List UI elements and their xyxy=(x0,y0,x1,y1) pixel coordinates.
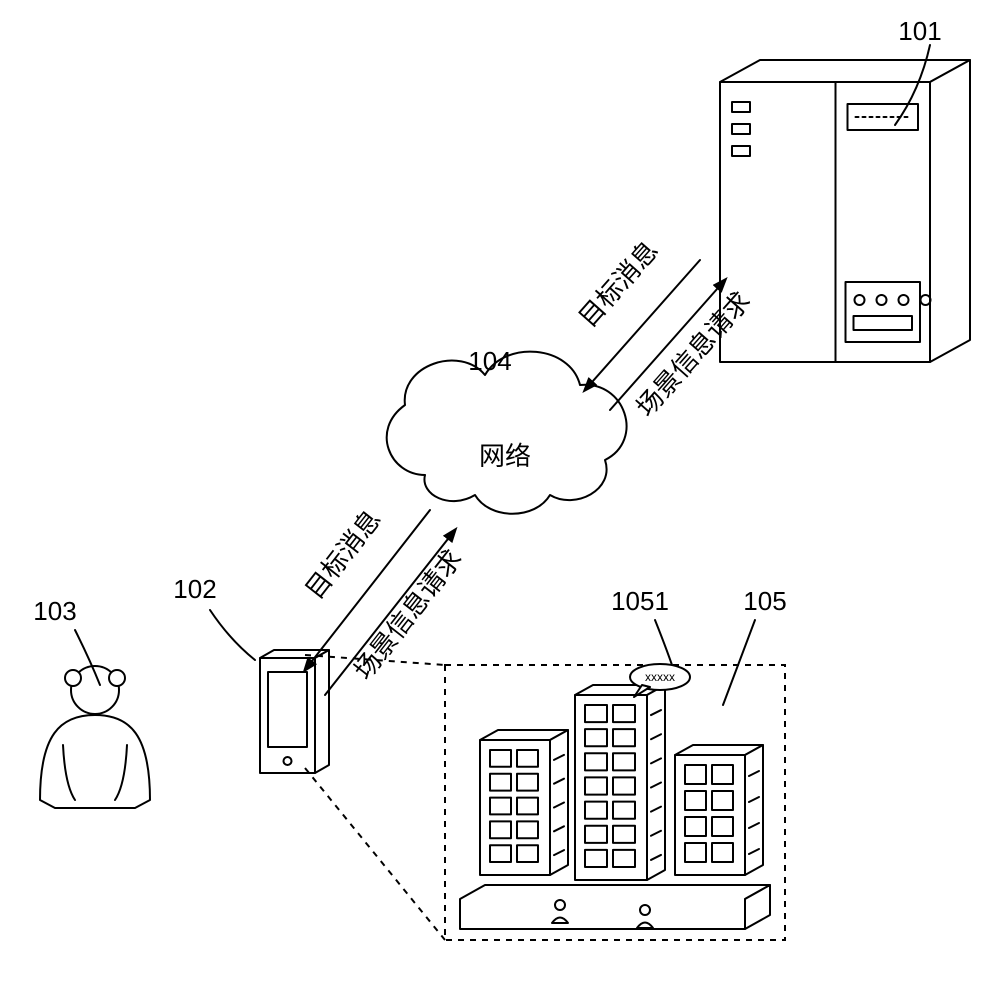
ref-cloud: 104 xyxy=(468,346,511,376)
arrow-label: 目标消息 xyxy=(299,504,387,604)
arrow-label: 场景信息请求 xyxy=(348,544,468,685)
ref-user: 103 xyxy=(33,596,76,626)
ref-bubble: 1051 xyxy=(611,586,669,616)
ref-scene: 105 xyxy=(743,586,786,616)
arrow-label: 目标消息 xyxy=(573,235,664,333)
bubble-text: xxxxx xyxy=(645,670,675,684)
ref-server: 101 xyxy=(898,16,941,46)
ref-phone: 102 xyxy=(173,574,216,604)
cloud-label: 网络 xyxy=(479,441,531,471)
